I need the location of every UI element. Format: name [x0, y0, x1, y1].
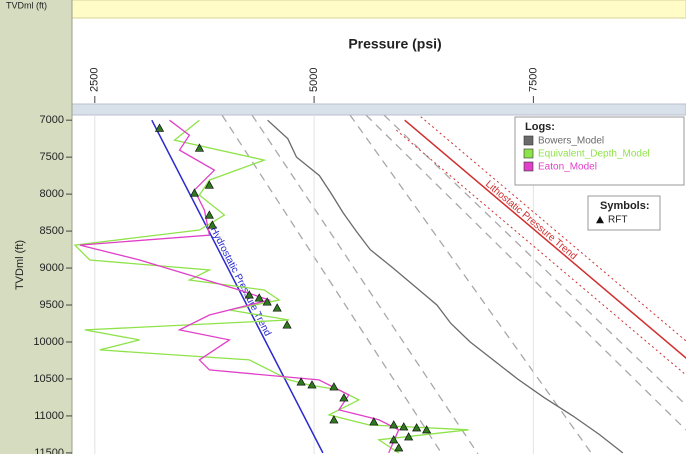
rft-point — [244, 290, 254, 299]
legend-label: Eaton_Model — [538, 162, 597, 173]
header-separator — [71, 103, 686, 116]
x-tick-label: 2500 — [89, 68, 101, 92]
y-tick-label: 9000 — [40, 262, 64, 274]
rft-point — [189, 188, 200, 197]
rft-point — [204, 180, 214, 189]
rft-point — [329, 382, 339, 391]
chart-title: Pressure (psi) — [348, 36, 441, 52]
y-tick-label: 8000 — [40, 188, 64, 200]
rft-point — [394, 443, 404, 452]
symbols-label: RFT — [608, 215, 627, 226]
rft-point — [262, 297, 272, 306]
y-tick-label: 11000 — [34, 410, 64, 422]
trend-bound — [395, 129, 686, 376]
reference-lines — [221, 115, 686, 454]
rft-point — [254, 293, 264, 302]
left-panel — [0, 0, 72, 454]
symbols-title: Symbols: — [600, 200, 650, 212]
legend-swatch — [523, 135, 534, 146]
y-tick-label: 7500 — [40, 151, 64, 163]
rft-point — [204, 210, 214, 219]
y-axis-label: TVDml (ft) — [14, 240, 26, 290]
series-line — [73, 119, 469, 454]
rft-point — [399, 422, 409, 431]
symbols-box — [587, 195, 661, 231]
reference-line — [365, 115, 686, 431]
corner-label: TVDml (ft) — [6, 0, 47, 10]
legend-label: Bowers_Model — [538, 136, 604, 147]
series-line — [267, 119, 624, 454]
trend-bound — [417, 115, 686, 342]
rft-point — [282, 320, 292, 329]
symbols-marker — [596, 216, 604, 224]
y-tick-label: 8500 — [40, 225, 64, 237]
legend-swatch — [523, 148, 534, 159]
y-tick-label: 10000 — [33, 336, 64, 348]
y-tick-label: 9500 — [40, 299, 64, 311]
reference-line — [221, 115, 443, 454]
rft-point — [412, 423, 422, 432]
reference-line — [251, 115, 479, 454]
rft-point — [307, 380, 317, 389]
y-tick-label: 10500 — [33, 373, 64, 385]
rft-point — [422, 425, 432, 434]
y-tick-label: 11500 — [34, 447, 64, 454]
header-strip — [71, 0, 686, 19]
legend-title: Logs: — [525, 121, 555, 133]
rft-point — [389, 435, 399, 444]
rft-point — [389, 420, 399, 429]
rft-point — [404, 432, 414, 441]
rft-point — [154, 123, 165, 132]
rft-point — [339, 393, 349, 402]
x-tick-label: 7500 — [527, 68, 539, 92]
legend-swatch — [523, 161, 534, 172]
legend-label: Equivalent_Depth_Model — [538, 149, 650, 160]
trend-line — [404, 119, 686, 359]
rft-point — [194, 143, 205, 152]
rft-point — [296, 377, 306, 386]
rft-point — [369, 417, 379, 426]
legend-box — [514, 116, 685, 186]
x-tick-label: 5000 — [308, 68, 320, 92]
rft-point — [207, 220, 217, 229]
rft-point — [272, 303, 282, 312]
rft-point — [329, 415, 339, 424]
y-tick-label: 7000 — [40, 114, 64, 126]
